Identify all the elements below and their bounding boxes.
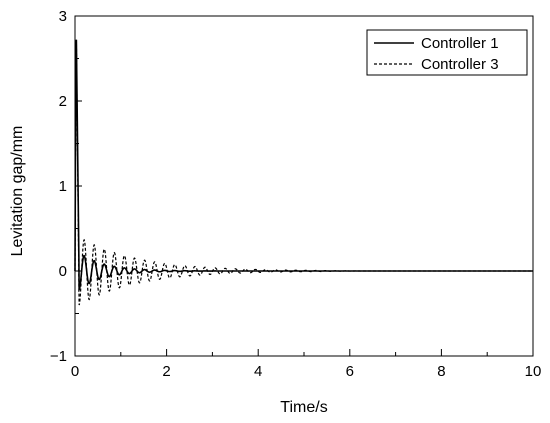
- legend-box: [366, 29, 528, 76]
- y-axis-ticks: −1 0 1 2 3: [50, 8, 82, 365]
- x-axis-ticks: 0 2 4 6 8 10: [71, 349, 542, 380]
- x-tick-label-0: 0: [71, 363, 79, 380]
- x-tick-label-5: 10: [525, 363, 542, 380]
- x-axis-title: Time/s: [280, 399, 327, 416]
- y-axis-title: Levitation gap/mm: [9, 126, 26, 257]
- legend: Controller 1 Controller 3: [366, 29, 528, 76]
- y-tick-label-4: 3: [59, 8, 67, 25]
- y-tick-label-2: 1: [59, 178, 67, 195]
- x-tick-label-4: 8: [437, 363, 445, 380]
- legend-label-controller-3: Controller 3: [421, 56, 499, 73]
- legend-label-controller-1: Controller 1: [421, 35, 499, 52]
- series-layer: [74, 39, 533, 306]
- y-tick-label-0: −1: [50, 348, 67, 365]
- y-tick-label-1: 0: [59, 263, 67, 280]
- series-line-controller-3: [74, 39, 533, 306]
- x-tick-label-2: 4: [254, 363, 262, 380]
- x-tick-label-1: 2: [162, 363, 170, 380]
- y-tick-label-3: 2: [59, 93, 67, 110]
- x-tick-label-3: 6: [346, 363, 354, 380]
- series-line-controller-1: [74, 39, 533, 293]
